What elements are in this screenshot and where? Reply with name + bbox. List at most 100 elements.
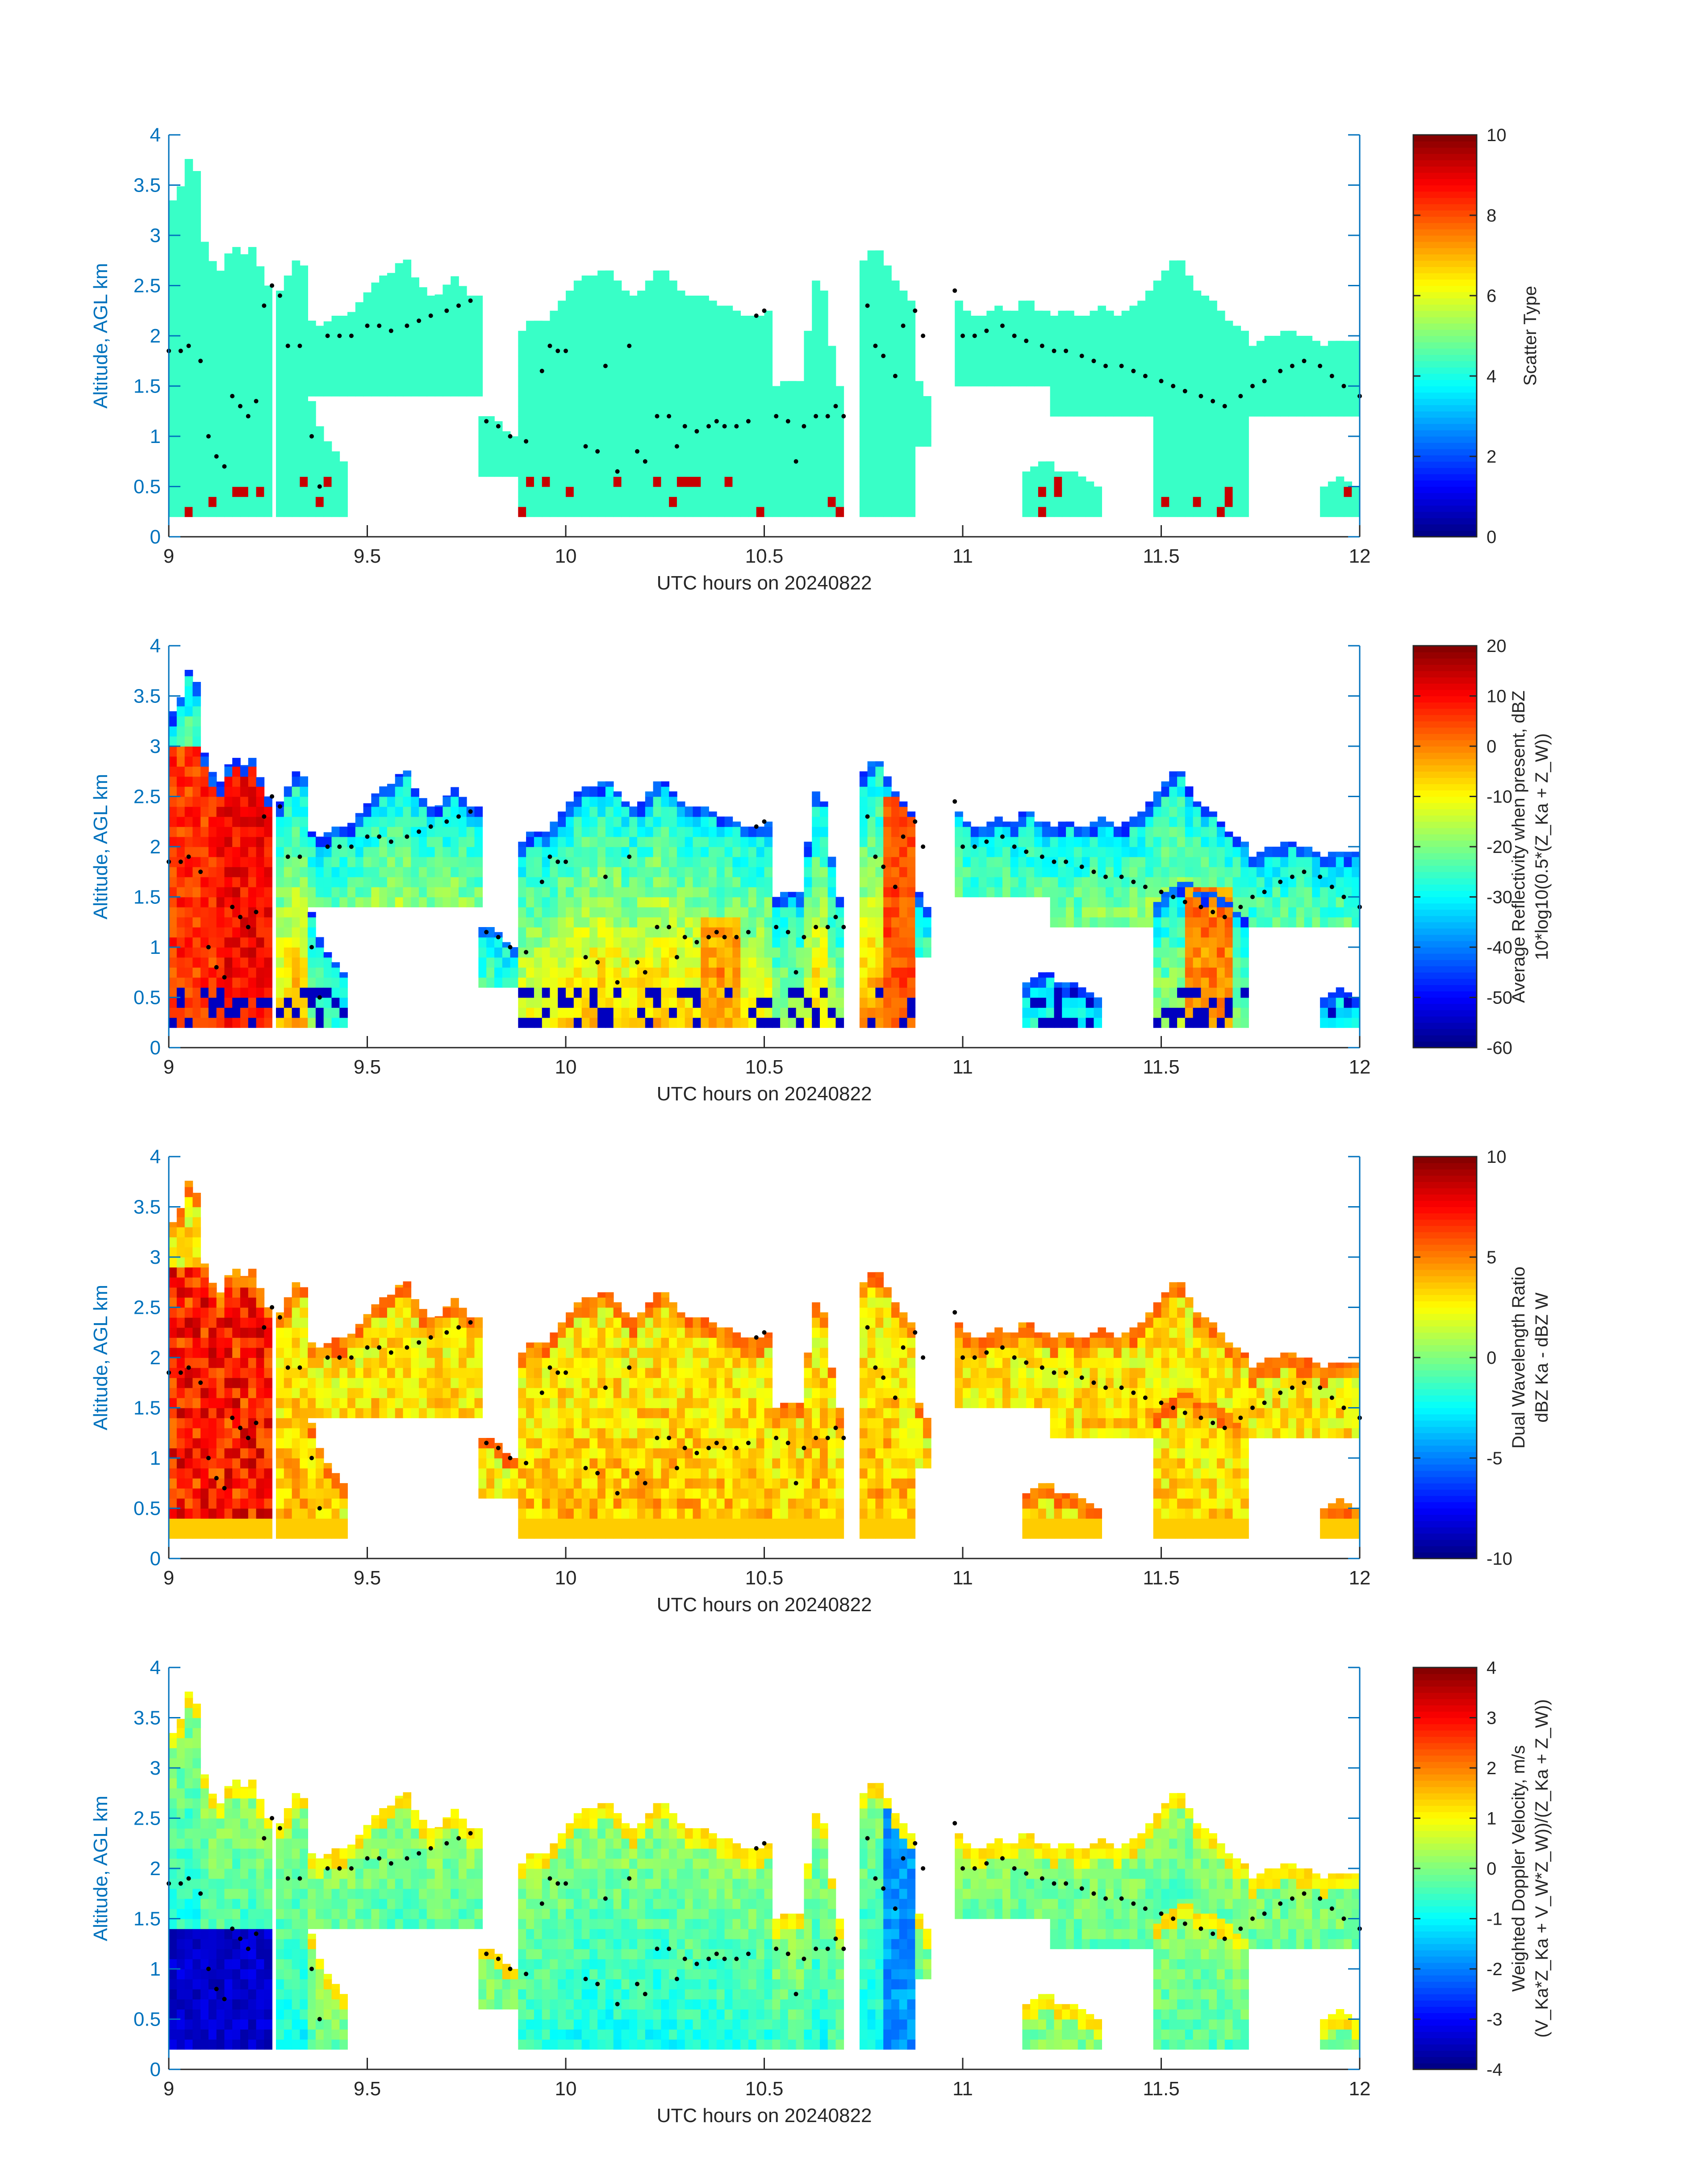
heatmap-cell <box>1280 346 1289 356</box>
heatmap-cell <box>764 821 773 827</box>
colorbar-swatch <box>1413 398 1477 405</box>
cloud-top-dot <box>793 459 798 464</box>
heatmap-cell <box>192 887 201 898</box>
heatmap-cell <box>1121 897 1130 907</box>
heatmap-cell <box>764 416 773 427</box>
heatmap-cell <box>169 285 177 296</box>
heatmap-cell <box>764 456 773 467</box>
heatmap-cell <box>192 716 201 727</box>
heatmap-cell <box>804 957 812 968</box>
heatmap-cell <box>256 476 265 487</box>
heatmap-cell <box>780 506 789 517</box>
cloud-top-dot <box>603 364 608 368</box>
heatmap-cell <box>780 977 789 988</box>
heatmap-cell <box>331 897 340 907</box>
heatmap-cell <box>589 836 598 847</box>
heatmap-cell <box>772 456 781 467</box>
heatmap-cell <box>573 836 582 847</box>
heatmap-cell <box>693 887 702 898</box>
heatmap-cell <box>459 797 467 807</box>
heatmap-cell <box>1058 821 1066 827</box>
heatmap-cell <box>867 987 876 998</box>
heatmap-cell <box>308 857 316 867</box>
heatmap-cell <box>542 406 551 417</box>
heatmap-cell <box>240 305 249 316</box>
heatmap-cell <box>637 877 646 887</box>
heatmap-cell <box>597 927 606 938</box>
heatmap-cell <box>859 497 868 507</box>
heatmap-cell <box>1145 887 1154 898</box>
heatmap-cell <box>804 917 812 928</box>
heatmap-cell <box>1094 506 1102 517</box>
heatmap-cell <box>208 1007 217 1018</box>
heatmap-cell <box>240 497 249 507</box>
heatmap-cell <box>395 276 404 286</box>
heatmap-cell <box>1161 316 1170 326</box>
heatmap-cell <box>701 937 709 948</box>
heatmap-cell <box>256 326 265 336</box>
heatmap-cell <box>395 316 404 326</box>
heatmap-cell <box>780 937 789 948</box>
heatmap-cell <box>589 796 598 807</box>
heatmap-cell <box>478 937 487 948</box>
heatmap-cell <box>820 847 828 857</box>
heatmap-cell <box>566 416 574 427</box>
heatmap-cell <box>804 841 812 847</box>
heatmap-cell <box>411 806 419 817</box>
heatmap-cell <box>804 857 812 867</box>
colorbar-swatch <box>1413 411 1477 418</box>
heatmap-cell <box>1256 366 1265 376</box>
heatmap-cell <box>653 336 662 347</box>
colorbar-swatch <box>1413 530 1477 537</box>
heatmap-cell <box>899 386 908 397</box>
heatmap-cell <box>232 827 241 837</box>
heatmap-cell <box>459 305 467 316</box>
heatmap-cell <box>661 997 669 1008</box>
heatmap-cell <box>1256 346 1265 356</box>
heatmap-cell <box>1352 406 1360 417</box>
heatmap-cell <box>434 805 443 807</box>
heatmap-cell <box>669 806 677 817</box>
heatmap-cell <box>589 967 598 978</box>
heatmap-cell <box>1145 290 1154 296</box>
heatmap-cell <box>1113 836 1122 847</box>
heatmap-cell <box>621 326 630 336</box>
heatmap-cell <box>1082 326 1090 336</box>
heatmap-cell <box>907 356 916 367</box>
heatmap-cell <box>597 796 606 807</box>
heatmap-cell <box>1002 887 1011 898</box>
cloud-top-dot <box>1290 364 1295 368</box>
heatmap-cell <box>653 476 662 487</box>
heatmap-cell <box>300 265 308 276</box>
heatmap-cell <box>581 877 590 887</box>
heatmap-cell <box>978 836 987 847</box>
heatmap-cell <box>550 356 558 367</box>
heatmap-cell <box>169 816 177 827</box>
heatmap-cell <box>867 426 876 437</box>
heatmap-cell <box>169 746 177 757</box>
heatmap-cell <box>411 356 419 367</box>
heatmap-cell <box>347 887 356 898</box>
heatmap-cell <box>1240 486 1249 497</box>
heatmap-cell <box>867 786 876 797</box>
heatmap-cell <box>363 326 372 336</box>
heatmap-cell <box>986 310 995 316</box>
heatmap-cell <box>1082 827 1090 837</box>
heatmap-cell <box>899 907 908 918</box>
heatmap-cell <box>701 497 709 507</box>
heatmap-cell <box>1201 406 1209 417</box>
colorbar-swatch <box>1413 443 1477 449</box>
heatmap-cell <box>542 486 551 497</box>
heatmap-cell <box>859 1017 868 1028</box>
heatmap-cell <box>867 386 876 397</box>
heatmap-cell <box>748 316 757 326</box>
heatmap-cell <box>200 486 209 497</box>
heatmap-cell <box>339 376 348 387</box>
heatmap-cell <box>1201 497 1209 507</box>
heatmap-cell <box>859 937 868 948</box>
heatmap-cell <box>875 761 884 767</box>
heatmap-cell <box>716 836 725 847</box>
heatmap-cell <box>276 356 284 367</box>
heatmap-cell <box>176 305 185 316</box>
heatmap-cell <box>605 957 614 968</box>
